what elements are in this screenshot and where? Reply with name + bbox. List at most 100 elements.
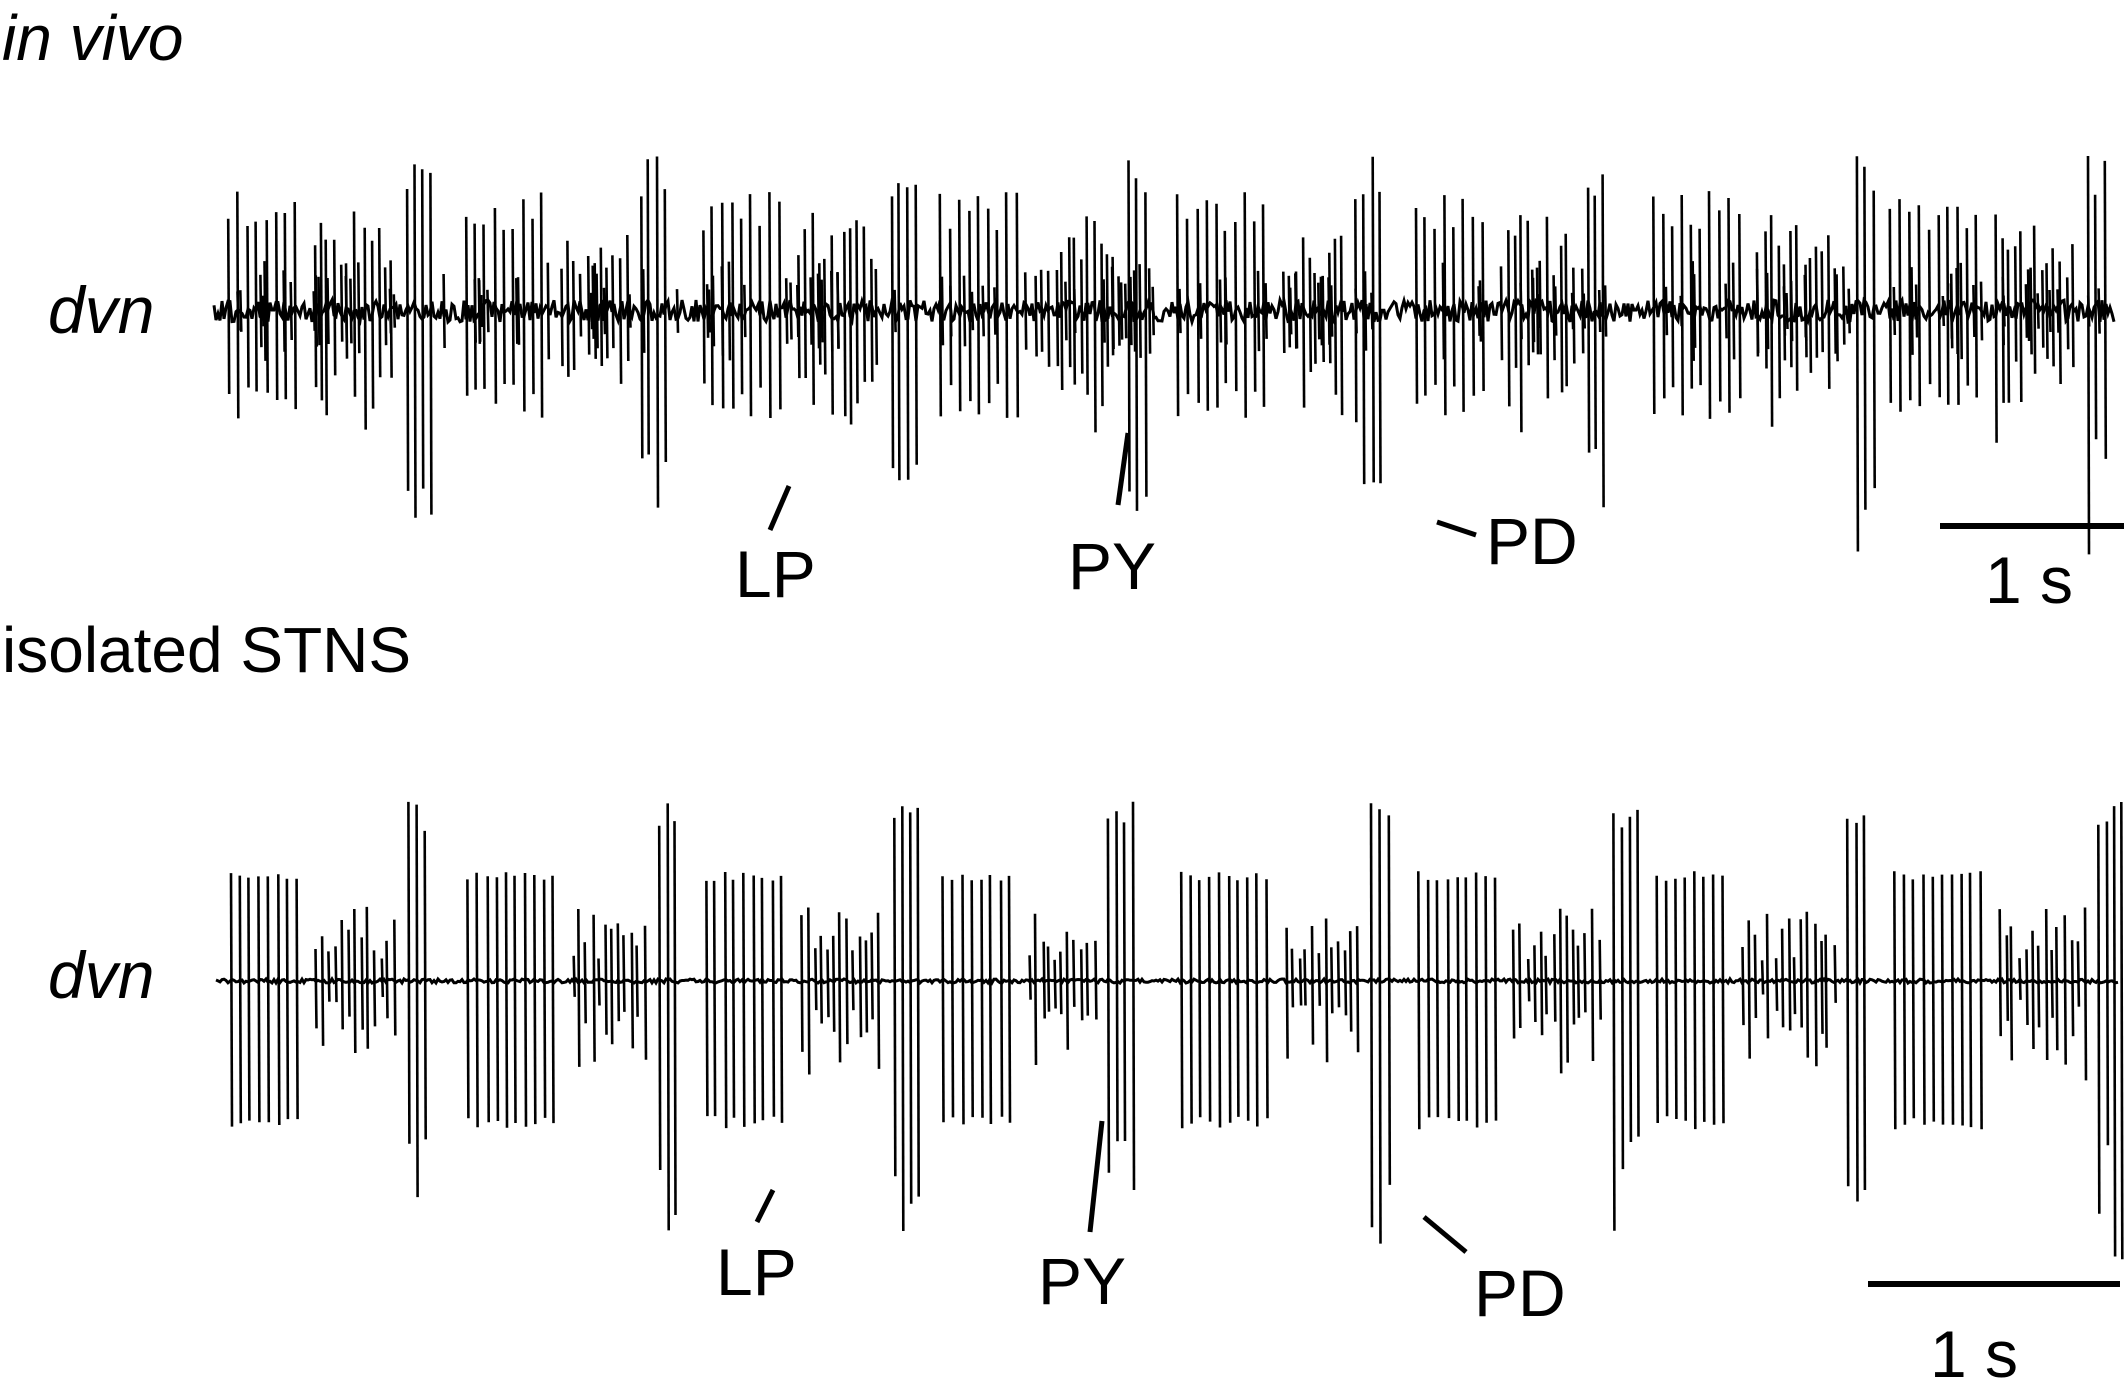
spike-py [1576,945,1581,1018]
spike-pd [1862,815,1867,1191]
spike-lp [1979,871,1983,1130]
spike-py [1526,220,1530,366]
spike-background [2086,295,2091,327]
spike-lp [1937,215,1941,398]
spike-background [809,277,813,345]
spike-lp [266,876,271,1123]
spike-py [1093,220,1097,433]
spike-py [2013,246,2018,362]
spike-background [1138,264,1142,358]
spike-lp [1940,874,1945,1125]
spike-py [1085,942,1090,1016]
spike-background [2097,288,2101,334]
spike-pd [914,184,919,465]
spike-background [1570,292,1575,330]
spike-py [363,227,367,430]
spike-py [1998,909,2002,1037]
annotation-label-lp-in-vivo: LP [735,537,816,611]
spike-py [583,942,587,1024]
spike-background [1679,295,1683,327]
annotation-py-isolated-stns: PY [1038,1120,1126,1318]
spike-pd [2097,824,2101,1214]
spike-py [1518,923,1522,1029]
spike-background [1147,268,1152,354]
spike-background [486,289,490,333]
spike-py [1072,939,1076,1007]
spike-py [1330,947,1334,1014]
spike-background [349,278,353,344]
spike-py [1814,923,1818,1067]
spike-py [1833,945,1837,1003]
spike-background [1847,288,1851,334]
spike-lp [1252,221,1257,392]
spike-py [1805,911,1810,1058]
spike-py [1355,926,1360,1053]
pointer-line-lp-isolated-stns [754,1188,776,1224]
spike-lp [731,879,736,1118]
spike-background [473,279,477,343]
spike-py [851,950,855,1011]
spike-background [392,294,397,328]
spike-py [365,906,370,1049]
spike-lp [779,875,784,1123]
spike-lp [1718,210,1722,402]
spike-lp [950,879,955,1118]
spike-py [1507,230,1511,407]
spike-py [1042,941,1046,1019]
spike-background [641,269,646,353]
spike-background [993,287,997,335]
spike-py [572,955,576,997]
spike-lp [1493,877,1498,1121]
spike-py [1792,957,1797,1015]
spike-lp [938,193,943,417]
spike-py [609,928,614,1045]
spike-lp [1917,205,1922,407]
spike-lp [1711,874,1716,1125]
spike-pd [666,803,671,1231]
spike-lp [532,874,537,1125]
spike-background [239,290,243,332]
spike-py [332,239,337,376]
scale-bar-label-isolated-stns: 1 s [1930,1317,2018,1391]
spike-lp [1417,871,1421,1130]
spike-py [2045,263,2049,359]
spike-background [727,261,732,361]
spike-lp [1471,216,1476,396]
spike-lp [1423,217,1427,396]
spike-pd [413,164,417,518]
spike-lp [723,871,728,1129]
spike-lp [466,879,470,1119]
spike-py [1827,235,1831,389]
spike-lp [1426,879,1431,1118]
spike-py [2041,270,2045,348]
spike-lp [1721,875,1725,1124]
spike-py [352,211,357,397]
spike-py [2044,908,2049,1061]
spike-pd [1387,815,1392,1185]
spike-pd [1586,187,1591,453]
spike-pd [1628,816,1633,1143]
spike-lp [1664,880,1669,1117]
spike-background [1294,273,1298,349]
spike-py [1774,958,1779,1011]
spike-lp [1922,874,1926,1125]
spike-background [593,263,597,359]
spike-py [2065,277,2070,350]
spike-lp [1464,877,1469,1121]
spike-lp [1433,228,1437,385]
pointer-line-pd-in-vivo [1436,519,1477,538]
spike-py [837,912,842,1063]
spike-py [1046,946,1051,1012]
spike-background [1256,270,1261,352]
spike-background [289,281,293,341]
spike-py [1028,955,1032,1000]
spike-py [811,212,815,405]
spike-lp [1702,876,1706,1122]
annotation-label-py-in-vivo: PY [1068,529,1156,603]
spike-background [1102,279,1106,343]
spike-py [1348,931,1353,1032]
dvn-trace-in-vivo [212,155,2116,555]
spike-py [1747,920,1751,1059]
spike-pd [1855,822,1859,1202]
